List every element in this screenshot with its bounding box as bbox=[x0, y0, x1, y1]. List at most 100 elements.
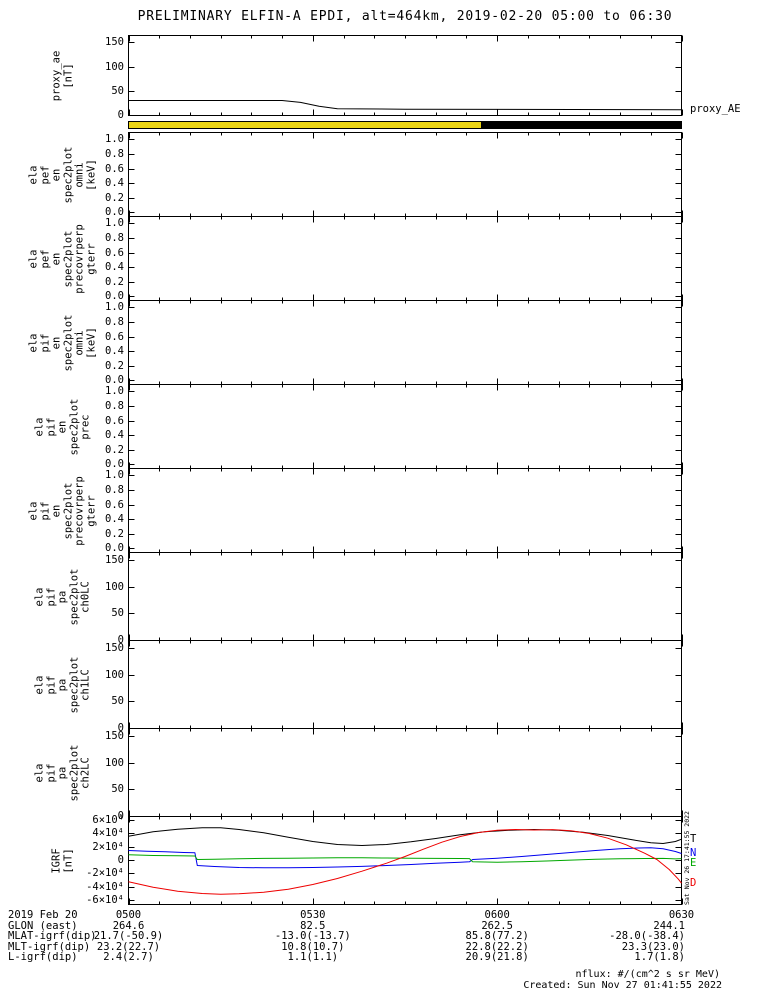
tick-label: 1.0 bbox=[105, 385, 124, 397]
tick-label: 150 bbox=[105, 642, 124, 654]
tick-label: 0.0 bbox=[105, 290, 124, 302]
tick-label: 0.6 bbox=[105, 247, 124, 259]
tick-label: 0.4 bbox=[105, 261, 124, 273]
series-right-label-E: E bbox=[690, 857, 697, 869]
tick-label: 0.0 bbox=[105, 542, 124, 554]
ylabel-line: gterr bbox=[85, 242, 97, 275]
panel-ylabel-ela_pif_en_spec2plot_precovrperp_gterr: ela pif en spec2plot precovrperp gterr bbox=[28, 476, 98, 546]
footer-value: -28.0(-38.4) bbox=[609, 930, 685, 942]
footer-value: 82.5 bbox=[300, 919, 326, 932]
tick-label: 0.4 bbox=[105, 345, 124, 357]
ylabel-line: pa bbox=[56, 766, 69, 779]
series-right-label-T: T bbox=[690, 832, 697, 845]
tick-label: 0.4 bbox=[105, 429, 124, 441]
footer-value: 1.1(1.1) bbox=[287, 951, 339, 963]
footer-value: 21.7(-50.9) bbox=[93, 930, 164, 942]
panel-ylabel-ela_pif_pa_spec2plot_ch2LC: ela pif pa spec2plot ch2LC bbox=[33, 744, 92, 801]
panel-ylabel-igrf: IGRF [nT] bbox=[50, 847, 75, 874]
tick-label: -6×10⁴ bbox=[86, 894, 124, 906]
ylabel-line: omni bbox=[73, 329, 86, 356]
tick-label: 0.8 bbox=[105, 232, 124, 244]
ylabel-line: pa bbox=[56, 678, 69, 691]
panel-ticks-ela_pef_en_spec2plot_precovrperp_gterr bbox=[128, 216, 683, 301]
panel-ylabel-ela_pif_pa_spec2plot_ch1LC: ela pif pa spec2plot ch1LC bbox=[33, 656, 92, 713]
created-timestamp: Created: Sun Nov 27 01:41:55 2022 bbox=[523, 980, 722, 991]
footer-value: 10.8(10.7) bbox=[281, 940, 345, 953]
footer-value: 22.8(22.2) bbox=[465, 940, 529, 953]
footer-value: 23.3(23.0) bbox=[621, 940, 685, 953]
footer-value: 0530 bbox=[300, 909, 326, 921]
tick-label: 0.2 bbox=[105, 192, 124, 204]
tick-label: 0 bbox=[117, 109, 124, 121]
panel-ylabel-ela_pif_en_spec2plot_prec: ela pif en spec2plot prec bbox=[33, 398, 92, 455]
series-proxy_AE bbox=[128, 100, 682, 111]
panel-ylabel-ela_pef_en_spec2plot_precovrperp_gterr: ela pef en spec2plot precovrperp gterr bbox=[28, 224, 98, 294]
sun-bar-border bbox=[128, 121, 682, 129]
footer-value: 264.6 bbox=[112, 919, 145, 932]
footer-row-label: MLAT-igrf(dip) bbox=[8, 930, 97, 942]
footer-row-label: 2019 Feb 20 bbox=[8, 909, 78, 921]
tick-label: 50 bbox=[111, 607, 124, 619]
footer-value: 0500 bbox=[115, 909, 142, 921]
series-right-label-N: N bbox=[690, 847, 697, 859]
footer-row-label: GLON (east) bbox=[8, 919, 78, 932]
series-T bbox=[128, 827, 682, 846]
tick-label: 100 bbox=[105, 669, 124, 681]
ylabel-line: [nT] bbox=[62, 847, 74, 874]
ylabel-line: en bbox=[56, 420, 69, 433]
tick-label: 0.0 bbox=[105, 206, 124, 218]
ylabel-line: prec bbox=[79, 413, 92, 440]
footer-row-label: L-igrf(dip) bbox=[8, 951, 78, 963]
ylabel-line: ch1LC bbox=[79, 668, 92, 701]
ylabel-line: IGRF bbox=[50, 847, 63, 874]
tick-label: 6×10⁴ bbox=[92, 814, 124, 826]
tick-label: -2×10⁴ bbox=[86, 867, 124, 879]
tick-label: 0 bbox=[117, 810, 124, 822]
tick-label: 1.0 bbox=[105, 133, 124, 145]
tick-label: 100 bbox=[105, 581, 124, 593]
ylabel-line: [keV] bbox=[85, 158, 97, 191]
tick-label: 100 bbox=[105, 61, 124, 73]
panel-ylabel-ela_pif_pa_spec2plot_ch0LC: ela pif pa spec2plot ch0LC bbox=[33, 568, 92, 625]
tick-label: 0.2 bbox=[105, 444, 124, 456]
tick-label: 0.0 bbox=[105, 374, 124, 386]
tick-label: 0.2 bbox=[105, 276, 124, 288]
sun-bar-segment bbox=[481, 122, 682, 128]
tick-label: 0 bbox=[117, 854, 124, 866]
series-D bbox=[128, 829, 682, 895]
ylabel-line: ela bbox=[33, 763, 46, 782]
ylabel-line: ela bbox=[33, 675, 46, 694]
series-right-label-D: D bbox=[690, 876, 697, 889]
ylabel-line: [nT] bbox=[62, 62, 74, 89]
footer-value: 0630 bbox=[668, 909, 695, 921]
panel-ticks-igrf bbox=[128, 816, 683, 905]
tick-label: 1.0 bbox=[105, 301, 124, 313]
panel-ylabel-ela_pif_en_spec2plot_omni: ela pif en spec2plot omni [keV] bbox=[27, 314, 98, 371]
ylabel-line: en bbox=[50, 168, 63, 181]
ylabel-line: ch0LC bbox=[79, 580, 92, 613]
plot-title: PRELIMINARY ELFIN-A EPDI, alt=464km, 201… bbox=[137, 9, 673, 24]
ylabel-line: omni bbox=[73, 161, 86, 188]
side-timestamp: Sat Nov 26 17:41:55 2022 bbox=[683, 811, 691, 905]
series-E bbox=[128, 854, 682, 863]
footer-value: 85.8(77.2) bbox=[465, 930, 529, 942]
panel-ylabel-ela_pef_en_spec2plot_omni: ela pef en spec2plot omni [keV] bbox=[27, 146, 98, 203]
tick-label: 0 bbox=[117, 634, 124, 646]
tick-label: 150 bbox=[105, 554, 124, 566]
tick-label: 50 bbox=[111, 783, 124, 795]
footer-value: 20.9(21.8) bbox=[465, 951, 529, 963]
footer-value: 2.4(2.7) bbox=[103, 951, 154, 963]
series-right-label-proxy_AE: proxy_AE bbox=[690, 103, 741, 116]
ylabel-line: ela bbox=[27, 165, 40, 184]
ylabel-line: en bbox=[50, 504, 63, 517]
footer-value: 23.2(22.7) bbox=[96, 940, 161, 953]
ylabel-line: ela bbox=[27, 333, 40, 352]
tick-label: 1.0 bbox=[105, 469, 124, 481]
ylabel-line: proxy_ae bbox=[50, 50, 63, 101]
tick-label: 0.0 bbox=[105, 458, 124, 470]
tick-label: 0.6 bbox=[105, 331, 124, 343]
ylabel-line: ch2LC bbox=[79, 756, 92, 789]
tick-label: 0.8 bbox=[105, 400, 124, 412]
